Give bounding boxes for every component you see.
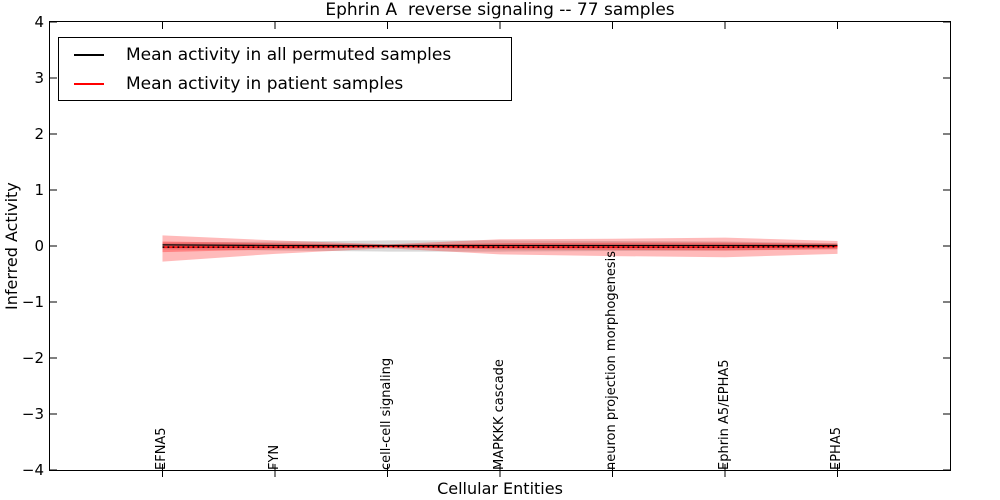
x-tick-label-fyn: FYN [266,444,282,470]
legend-entry: Mean activity in patient samples [59,69,511,98]
y-tick-label: 1 [34,181,44,199]
legend-entry-label: Mean activity in patient samples [126,73,404,94]
legend: Mean activity in all permuted samples Mea… [58,37,512,101]
plot-canvas [50,21,950,477]
y-tick-label: −1 [21,293,44,311]
x-tick-label-epha5: EPHA5 [829,427,844,470]
y-tick-label: 3 [34,69,44,87]
line-Mean-activity-in-patient-samples [162,245,838,248]
chart-title: Ephrin A reverse signaling -- 77 samples [325,0,675,20]
legend-line-sample [74,53,104,56]
y-tick-label: −2 [21,349,44,367]
legend-entry: Mean activity in all permuted samples [59,40,511,69]
x-tick-label-ephrin-a5-epha5: Ephrin A5/EPHA5 [716,359,732,470]
x-tick-label-cell-cell-signaling: cell-cell signaling [379,357,394,470]
x-tick-label-efna5: EFNA5 [154,427,169,470]
y-tick-label: −4 [21,461,44,479]
band-patient-samples-std-band [162,235,838,262]
y-tick-label: 2 [34,125,44,143]
y-tick-label: 4 [34,13,44,31]
x-tick-label-mapkkk-cascade: MAPKKK cascade [491,359,507,470]
x-axis-label: Cellular Entities [437,479,563,498]
legend-line-sample [74,82,104,85]
line-Mean-activity-in-all-permuted-samples [162,244,838,247]
y-tick-label: −3 [21,405,44,423]
plot-area: Mean activity in all permuted samples Mea… [49,21,951,477]
y-tick-label: 0 [34,237,44,255]
x-tick-label-neuron-projection-morphogenesis: neuron projection morphogenesis [604,251,619,470]
legend-entry-label: Mean activity in all permuted samples [126,44,452,65]
